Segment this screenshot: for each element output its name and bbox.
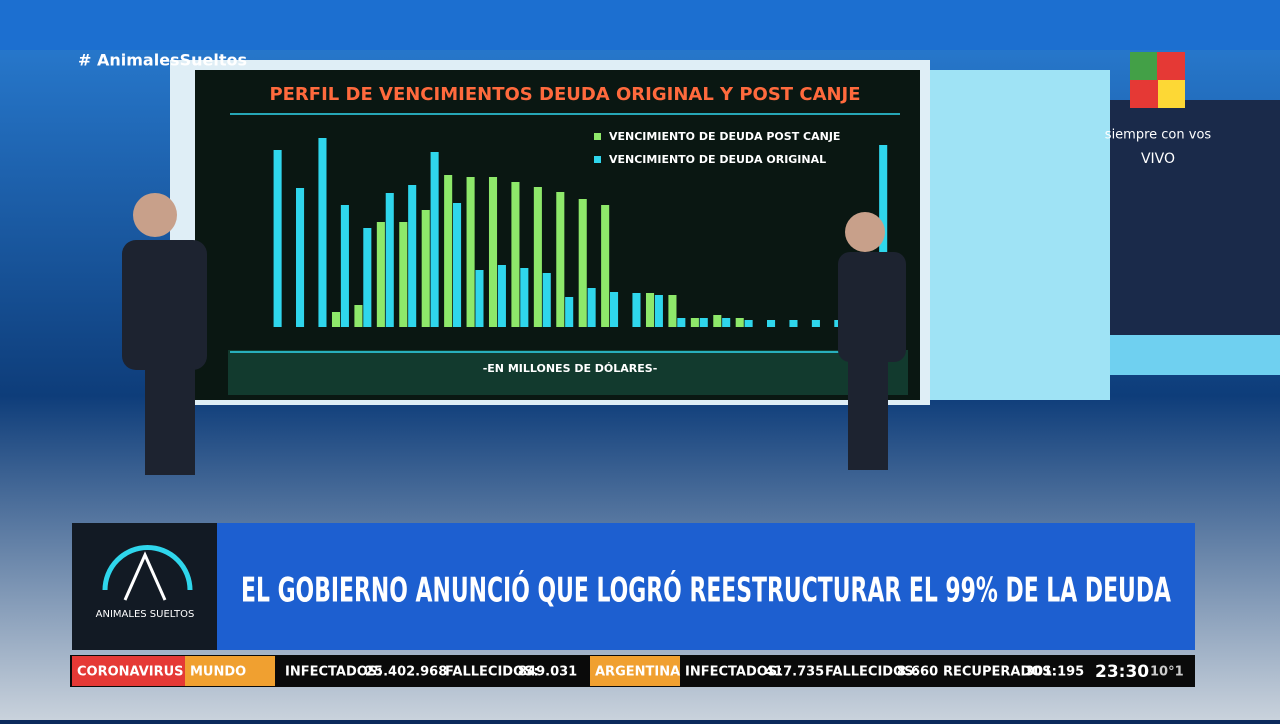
channel-logo-part bbox=[1158, 80, 1185, 108]
bar bbox=[475, 270, 484, 327]
channel-tagline: siempre con vos bbox=[1105, 128, 1212, 143]
bar bbox=[610, 292, 619, 327]
bar bbox=[542, 273, 551, 327]
legend-label: VENCIMIENTO DE DEUDA ORIGINAL bbox=[609, 153, 826, 166]
ticker-item: 10°1 bbox=[1150, 665, 1184, 680]
ticker-item: FALLECIDOS: bbox=[825, 665, 919, 680]
bar bbox=[632, 293, 641, 327]
bar bbox=[645, 293, 655, 327]
bar bbox=[430, 152, 439, 327]
bar bbox=[466, 177, 475, 327]
bar bbox=[565, 297, 574, 327]
city-screen bbox=[1100, 100, 1280, 360]
x-axis-label: -EN MILLONES DE DÓLARES- bbox=[483, 362, 658, 375]
screen-footer bbox=[228, 350, 908, 395]
bar bbox=[744, 320, 753, 327]
bar bbox=[677, 318, 686, 327]
ticker-tag bbox=[72, 656, 185, 686]
legend-swatch bbox=[594, 133, 601, 140]
bar bbox=[578, 199, 587, 327]
show-logo-text: ANIMALES SUELTOS bbox=[96, 609, 195, 620]
show-logo-arc bbox=[102, 545, 193, 591]
bar bbox=[533, 187, 542, 327]
bar bbox=[713, 315, 722, 327]
bar bbox=[722, 318, 731, 327]
show-logo-mark bbox=[123, 551, 167, 601]
bar bbox=[668, 295, 677, 327]
ticker-item: FALLECIDOS: bbox=[445, 665, 539, 680]
chart-title: PERFIL DE VENCIMIENTOS DEUDA ORIGINAL Y … bbox=[269, 84, 860, 105]
ticker-tag bbox=[590, 656, 680, 686]
ticker-item: INFECTADOS: bbox=[685, 665, 782, 680]
side-screen-base bbox=[1080, 335, 1280, 375]
bar bbox=[488, 177, 498, 327]
bar bbox=[453, 203, 462, 327]
headline-band bbox=[217, 523, 1195, 650]
bar bbox=[511, 182, 520, 327]
ticker-item: 8.660 bbox=[897, 665, 938, 680]
bar bbox=[354, 305, 363, 327]
live-label: VIVO bbox=[1141, 151, 1175, 167]
bar bbox=[376, 222, 385, 327]
bar bbox=[399, 222, 408, 327]
ticker-tag bbox=[185, 656, 275, 686]
bar bbox=[444, 175, 453, 327]
bar bbox=[273, 150, 282, 327]
hashtag: # AnimalesSueltos bbox=[78, 51, 247, 70]
ticker-item: RECUPERADOS: bbox=[943, 665, 1057, 680]
bar bbox=[811, 320, 820, 327]
ticker-item: INFECTADOS: bbox=[285, 665, 382, 680]
bar bbox=[385, 193, 394, 327]
bar bbox=[690, 318, 699, 327]
presenter-left bbox=[122, 193, 207, 475]
bar bbox=[789, 320, 798, 327]
bar bbox=[363, 228, 372, 327]
legend-label: VENCIMIENTO DE DEUDA POST CANJE bbox=[609, 130, 840, 143]
bar bbox=[587, 288, 596, 327]
bar bbox=[767, 320, 776, 327]
ticker-item: 23:30 bbox=[1095, 662, 1149, 682]
ticker-item: 417.735 bbox=[765, 665, 824, 680]
bar bbox=[735, 318, 744, 327]
channel-logo-part bbox=[1130, 52, 1157, 80]
bar bbox=[654, 295, 663, 327]
bar bbox=[601, 205, 610, 327]
bar bbox=[497, 265, 506, 327]
show-logo-box bbox=[72, 523, 217, 650]
ticker-item: 25.402.968 bbox=[365, 665, 447, 680]
light-panel bbox=[920, 70, 1110, 400]
bar bbox=[296, 188, 305, 327]
bar bbox=[340, 205, 349, 327]
ticker-item: MUNDO bbox=[190, 665, 246, 680]
bar bbox=[520, 268, 529, 327]
bar bbox=[408, 185, 417, 327]
ticker-item: CORONAVIRUS bbox=[77, 665, 184, 680]
ticker-item: 849.031 bbox=[518, 665, 577, 680]
bar bbox=[421, 210, 430, 327]
ticker-item: ARGENTINA bbox=[595, 665, 680, 680]
ticker-item: 301.195 bbox=[1025, 665, 1084, 680]
presenter-right bbox=[838, 212, 906, 470]
bar bbox=[556, 192, 565, 327]
legend-swatch bbox=[594, 156, 601, 163]
bar bbox=[331, 312, 341, 327]
headline: EL GOBIERNO ANUNCIÓ QUE LOGRÓ REESTRUCTU… bbox=[241, 570, 1171, 611]
bar bbox=[699, 318, 708, 327]
studio-ceiling bbox=[0, 0, 1280, 50]
bar bbox=[318, 138, 327, 327]
